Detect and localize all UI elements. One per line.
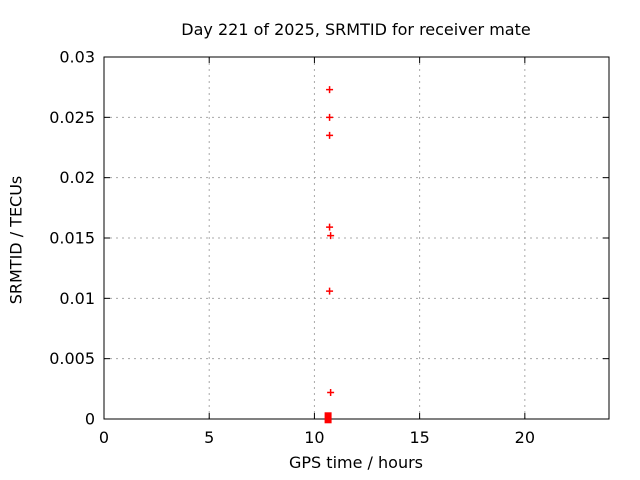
- y-tick-label: 0.03: [59, 48, 95, 67]
- data-point: [327, 232, 335, 240]
- y-tick-label: 0.005: [49, 349, 95, 368]
- x-axis-label: GPS time / hours: [289, 453, 423, 472]
- y-tick-label: 0.02: [59, 168, 95, 187]
- y-tick-label: 0: [85, 410, 95, 429]
- data-point: [326, 131, 334, 139]
- data-point: [326, 113, 334, 121]
- x-tick-label: 15: [409, 428, 429, 447]
- data-point-cluster: [324, 412, 332, 424]
- x-tick-label: 0: [99, 428, 109, 447]
- data-point: [326, 223, 334, 231]
- data-point: [326, 86, 334, 94]
- y-tick-label: 0.025: [49, 108, 95, 127]
- x-tick-label: 10: [304, 428, 324, 447]
- data-point: [326, 287, 334, 295]
- y-tick-label: 0.015: [49, 229, 95, 248]
- chart-title: Day 221 of 2025, SRMTID for receiver mat…: [181, 20, 531, 39]
- y-tick-label: 0.01: [59, 289, 95, 308]
- y-axis-label: SRMTID / TECUs: [6, 175, 26, 305]
- x-tick-label: 20: [515, 428, 535, 447]
- x-tick-label: 5: [204, 428, 214, 447]
- data-point: [327, 388, 335, 396]
